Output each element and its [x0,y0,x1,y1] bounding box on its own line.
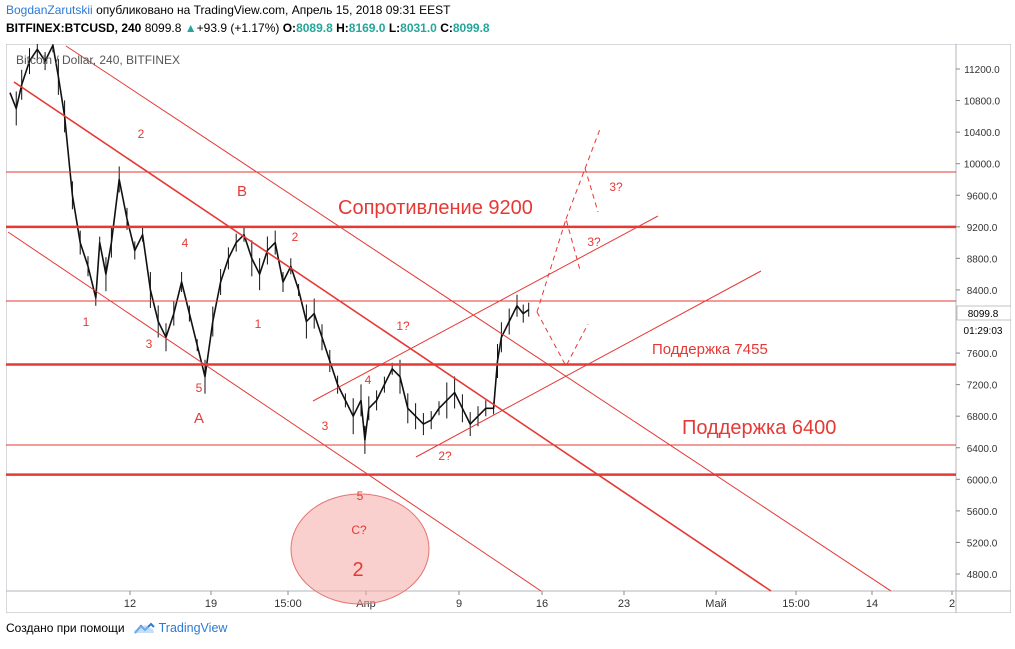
wave-label: A [194,410,204,427]
close-label: C: [440,21,453,35]
x-tick-label: Май [705,598,727,610]
symbol-label: BITFINEX:BTCUSD, 240 [6,21,142,35]
low-value: 8031.0 [400,21,437,35]
wave-label: 2 [292,230,299,244]
high-value: 8169.0 [348,21,386,35]
low-label: L: [388,21,401,35]
y-tick-label: 7600.0 [967,349,998,360]
published-text: опубликовано на TradingView.com, Апрель … [96,3,451,17]
publication-line: BogdanZarutskii опубликовано на TradingV… [6,3,450,17]
wave-label: 5 [357,489,364,503]
chart-svg[interactable]: 11200.0 10800.0 10400.0 10000.0 9600.0 9200.0… [5,38,1012,614]
wave-label: 3? [609,180,623,194]
x-tick-label: 15:00 [274,598,302,610]
support-7455-label: Поддержка 7455 [652,341,768,358]
projection-path-lower [536,311,589,368]
y-tick-label: 10800.0 [964,97,1001,108]
wave-label: 2 [138,127,145,141]
y-tick-label: 6400.0 [967,444,998,455]
ohlc-line: BITFINEX:BTCUSD, 240 8099.8 ▲+93.9 (+1.1… [6,21,490,35]
countdown-label: 01:29:03 [964,326,1003,337]
open-label: O: [282,21,297,35]
up-arrow-icon: ▲ [184,21,197,35]
wave-label: 5 [196,381,203,395]
rising-channel-bottom [415,270,762,458]
y-tick-label: 10000.0 [964,160,1001,171]
y-tick-label: 10400.0 [964,128,1001,139]
rising-channel-top [312,215,659,402]
x-tick-label: 12 [124,598,136,610]
x-tick-label: 15:00 [782,598,810,610]
wave-label: 1? [396,319,410,333]
wave-label: 1 [255,317,262,331]
x-tick-label: 23 [618,598,630,610]
tradingview-cloud-icon [133,622,155,634]
y-tick-label: 9600.0 [967,191,998,202]
price-change: +93.9 (+1.17%) [196,21,280,35]
price-line [9,44,530,441]
wave-label: 2? [438,449,452,463]
wave-label: 3 [322,419,329,433]
last-price: 8099.8 [144,21,182,35]
projection-path-upper-a [565,128,601,220]
wave-label: 4 [365,373,372,387]
y-tick-label: 7200.0 [967,381,998,392]
y-tick-label: 6000.0 [967,475,998,486]
y-tick-label: 8800.0 [967,254,998,265]
author-link[interactable]: BogdanZarutskii [6,3,93,17]
drawn-trendlines [6,45,956,592]
target-zone-ellipse [290,493,430,605]
x-tick-label: 2 [949,598,955,610]
channel-top-line [65,45,892,592]
tradingview-brand: TradingView [158,621,228,635]
wave-label: 3 [146,337,153,351]
y-tick-label: 11200.0 [964,65,1000,76]
support-6400-label: Поддержка 6400 [682,417,836,439]
y-tick-label: 8400.0 [967,286,998,297]
x-tick-label: 14 [866,598,878,610]
last-price-axis-label: 8099.8 [968,309,999,320]
chart-frame[interactable]: 11200.0 10800.0 10400.0 10000.0 9600.0 9200.0… [5,38,1012,614]
chart-labels: Bitcoin / Dollar, 240, BITFINEX Сопротив… [16,53,836,439]
channel-bottom-line [7,231,542,592]
y-tick-label: 6800.0 [967,412,998,423]
last-price-tag: 8099.8 01:29:03 [956,305,1012,337]
wave-label: 1 [83,315,90,329]
close-value: 8099.8 [452,21,490,35]
tradingview-logo[interactable]: TradingView [133,621,228,635]
wave-label: 4 [182,236,189,250]
footer: Создано при помощи TradingView [6,621,227,635]
wave-label: 2 [352,559,363,581]
x-tick-label: 9 [456,598,462,610]
axis-ticks: 11200.0 10800.0 10400.0 10000.0 9600.0 9200.0… [124,65,1001,610]
x-tick-label: 19 [205,598,217,610]
wave-label: B [237,183,247,200]
resistance-label: Сопротивление 9200 [338,197,533,219]
x-tick-label: 16 [536,598,548,610]
y-tick-label: 5200.0 [967,538,998,549]
y-tick-label: 9200.0 [967,223,998,234]
projection-path-upper-b [584,167,599,213]
channel-mid-line [13,81,772,592]
chart-title: Bitcoin / Dollar, 240, BITFINEX [16,53,180,67]
y-tick-label: 5600.0 [967,507,998,518]
open-value: 8089.8 [296,21,333,35]
chart-border [5,43,1012,614]
y-tick-label: 4800.0 [967,570,998,581]
created-with-text: Создано при помощи [6,621,125,635]
wave-annotations: 2 B 4 2 1 3 5 A 1 1? 4 3 2? 3? 3? 5 C? 2 [83,127,623,581]
wave-label: C? [351,523,367,537]
high-label: H: [336,21,349,35]
wave-label: 3? [587,235,601,249]
